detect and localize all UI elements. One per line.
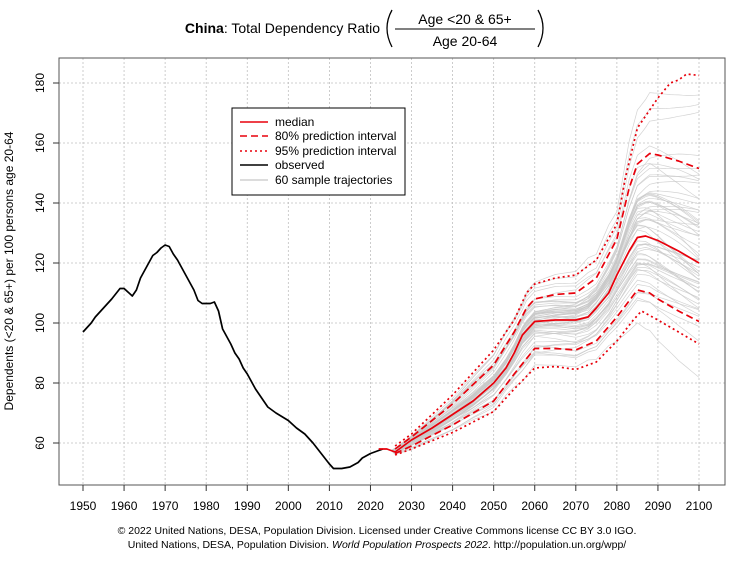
series-lines: [82, 73, 700, 470]
series-median: [378, 235, 700, 453]
x-tick-label: 1980: [193, 499, 220, 513]
sample-trajectory: [378, 268, 700, 454]
series-80-lower: [394, 289, 700, 455]
plot-frame: [58, 57, 726, 486]
x-tick-label: 2000: [275, 499, 302, 513]
x-tick-label: 1950: [70, 499, 97, 513]
sample-trajectory: [378, 229, 700, 451]
sample-trajectory: [378, 192, 700, 451]
sample-trajectory: [378, 259, 700, 454]
x-tick-label: 2050: [480, 499, 507, 513]
y-tick-label: 120: [33, 253, 47, 273]
sample-trajectory: [378, 292, 700, 454]
x-axis: 1950 1960 1970 1980 1990 2000 2010 2020 2030 2040…: [70, 485, 713, 513]
x-tick-label: 2020: [357, 499, 384, 513]
chart-title: China: Total Dependency Ratio Age <20 & …: [185, 9, 544, 49]
y-tick-label: 140: [33, 193, 47, 213]
sample-trajectory: [378, 258, 700, 454]
x-tick-label: 2080: [604, 499, 631, 513]
x-tick-label: 2100: [686, 499, 713, 513]
sample-trajectory: [378, 247, 700, 453]
sample-trajectory: [378, 153, 700, 452]
sample-trajectories: [378, 92, 700, 455]
series-95-upper: [394, 73, 700, 447]
x-tick-label: 2070: [562, 499, 589, 513]
x-tick-label: 2040: [439, 499, 466, 513]
y-tick-label: 100: [33, 313, 47, 333]
sample-trajectory: [378, 267, 700, 454]
sample-trajectory: [378, 217, 700, 453]
y-tick-label: 60: [33, 436, 47, 450]
title-denominator: Age 20-64: [433, 33, 498, 49]
legend-label: 80% prediction interval: [275, 129, 396, 143]
x-tick-label: 2010: [316, 499, 343, 513]
y-tick-label: 80: [33, 376, 47, 390]
series-95-lower: [394, 310, 700, 456]
sample-trajectory: [378, 111, 700, 451]
legend-label: median: [275, 115, 314, 129]
sample-trajectory: [378, 224, 700, 452]
legend-label: 60 sample trajectories: [275, 173, 392, 187]
x-tick-label: 1970: [152, 499, 179, 513]
y-axis: 60 80 100 120 140 160 180: [33, 73, 59, 450]
y-axis-label: Dependents (<20 & 65+) per 100 persons a…: [2, 131, 16, 410]
series-80-upper: [394, 152, 700, 450]
x-tick-label: 2090: [645, 499, 672, 513]
x-tick-label: 2030: [398, 499, 425, 513]
title-numerator: Age <20 & 65+: [418, 11, 511, 27]
footer-copyright: © 2022 United Nations, DESA, Population …: [118, 525, 637, 537]
sample-trajectory: [378, 205, 700, 452]
svg-text:China: Total Dependency Ratio: China: Total Dependency Ratio: [185, 20, 380, 36]
sample-trajectory: [378, 254, 700, 454]
sample-trajectory: [378, 180, 700, 452]
sample-trajectory: [378, 279, 700, 455]
legend: median 80% prediction interval 95% predi…: [231, 107, 406, 196]
legend-label: observed: [275, 158, 324, 172]
x-tick-label: 1960: [111, 499, 138, 513]
title-text: : Total Dependency Ratio: [224, 20, 380, 36]
y-tick-label: 160: [33, 133, 47, 153]
sample-trajectory: [378, 322, 700, 455]
x-tick-label: 2060: [521, 499, 548, 513]
sample-trajectory: [378, 226, 700, 451]
sample-trajectory: [378, 292, 700, 454]
sample-trajectory: [378, 104, 700, 451]
y-tick-label: 180: [33, 73, 47, 93]
title-country: China: [185, 20, 224, 36]
sample-trajectory: [378, 219, 700, 454]
sample-trajectory: [378, 174, 700, 451]
series-observed: [82, 244, 384, 470]
footer-citation: United Nations, DESA, Population Divisio…: [128, 539, 627, 551]
sample-trajectory: [378, 225, 700, 452]
legend-label: 95% prediction interval: [275, 144, 396, 158]
x-tick-label: 1990: [234, 499, 261, 513]
